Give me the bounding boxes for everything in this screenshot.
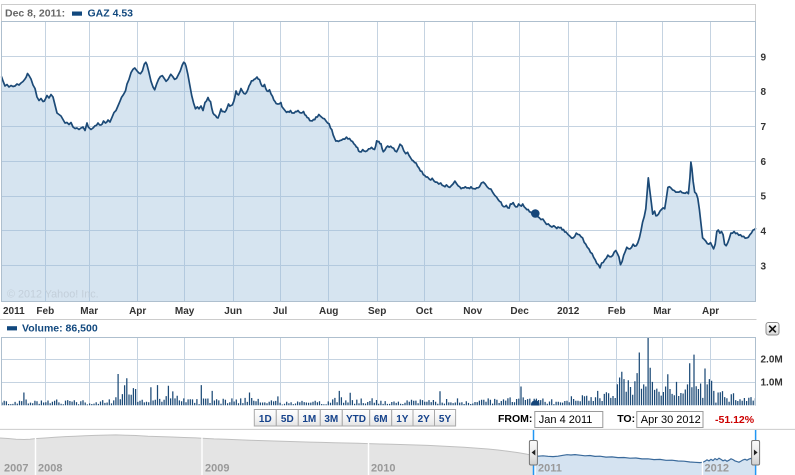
svg-text:Feb: Feb [36, 306, 54, 317]
svg-text:2012: 2012 [557, 306, 580, 317]
svg-text:2011: 2011 [3, 306, 25, 317]
svg-text:Sep: Sep [368, 306, 386, 317]
svg-text:GAZ 4.53: GAZ 4.53 [88, 7, 134, 19]
svg-text:1D: 1D [259, 414, 272, 425]
svg-text:YTD: YTD [346, 414, 366, 425]
svg-text:1M: 1M [302, 414, 316, 425]
svg-text:Dec 8, 2011:: Dec 8, 2011: [5, 7, 65, 19]
svg-text:8: 8 [761, 87, 767, 98]
svg-text:2012: 2012 [705, 463, 729, 475]
svg-text:Dec: Dec [510, 306, 529, 317]
svg-text:2.0M: 2.0M [761, 355, 783, 366]
svg-text:1Y: 1Y [396, 414, 409, 425]
svg-text:5Y: 5Y [439, 414, 452, 425]
svg-text:FROM:: FROM: [498, 413, 532, 425]
svg-text:Feb: Feb [608, 306, 626, 317]
svg-text:Jun: Jun [224, 306, 242, 317]
svg-text:7: 7 [761, 122, 767, 133]
svg-text:May: May [175, 306, 195, 317]
svg-text:Jan 4 2011: Jan 4 2011 [539, 414, 593, 426]
svg-text:2008: 2008 [38, 463, 62, 475]
svg-text:Apr: Apr [129, 306, 146, 317]
svg-text:Apr 30 2012: Apr 30 2012 [641, 414, 701, 426]
svg-text:Mar: Mar [653, 306, 671, 317]
svg-text:2011: 2011 [538, 463, 562, 475]
svg-text:Aug: Aug [319, 306, 338, 317]
svg-text:4: 4 [761, 227, 767, 238]
svg-text:1.0M: 1.0M [761, 378, 783, 389]
svg-text:Nov: Nov [463, 306, 482, 317]
svg-text:Apr: Apr [702, 306, 719, 317]
svg-text:2009: 2009 [205, 463, 229, 475]
svg-text:6M: 6M [374, 414, 388, 425]
svg-text:2010: 2010 [371, 463, 395, 475]
svg-text:© 2012 Yahoo! Inc.: © 2012 Yahoo! Inc. [7, 289, 99, 301]
svg-text:3: 3 [761, 261, 767, 272]
svg-text:9: 9 [761, 52, 767, 63]
svg-text:Oct: Oct [416, 306, 433, 317]
svg-text:Volume: 86,500: Volume: 86,500 [22, 323, 98, 335]
svg-text:5: 5 [761, 192, 767, 203]
svg-text:-51.12%: -51.12% [715, 414, 755, 426]
svg-text:3M: 3M [324, 414, 338, 425]
svg-text:Mar: Mar [80, 306, 98, 317]
svg-text:2007: 2007 [4, 463, 28, 475]
svg-text:2Y: 2Y [418, 414, 431, 425]
svg-text:TO:: TO: [617, 413, 635, 425]
svg-text:5D: 5D [281, 414, 294, 425]
svg-text:Jul: Jul [273, 306, 288, 317]
svg-text:6: 6 [761, 157, 767, 168]
